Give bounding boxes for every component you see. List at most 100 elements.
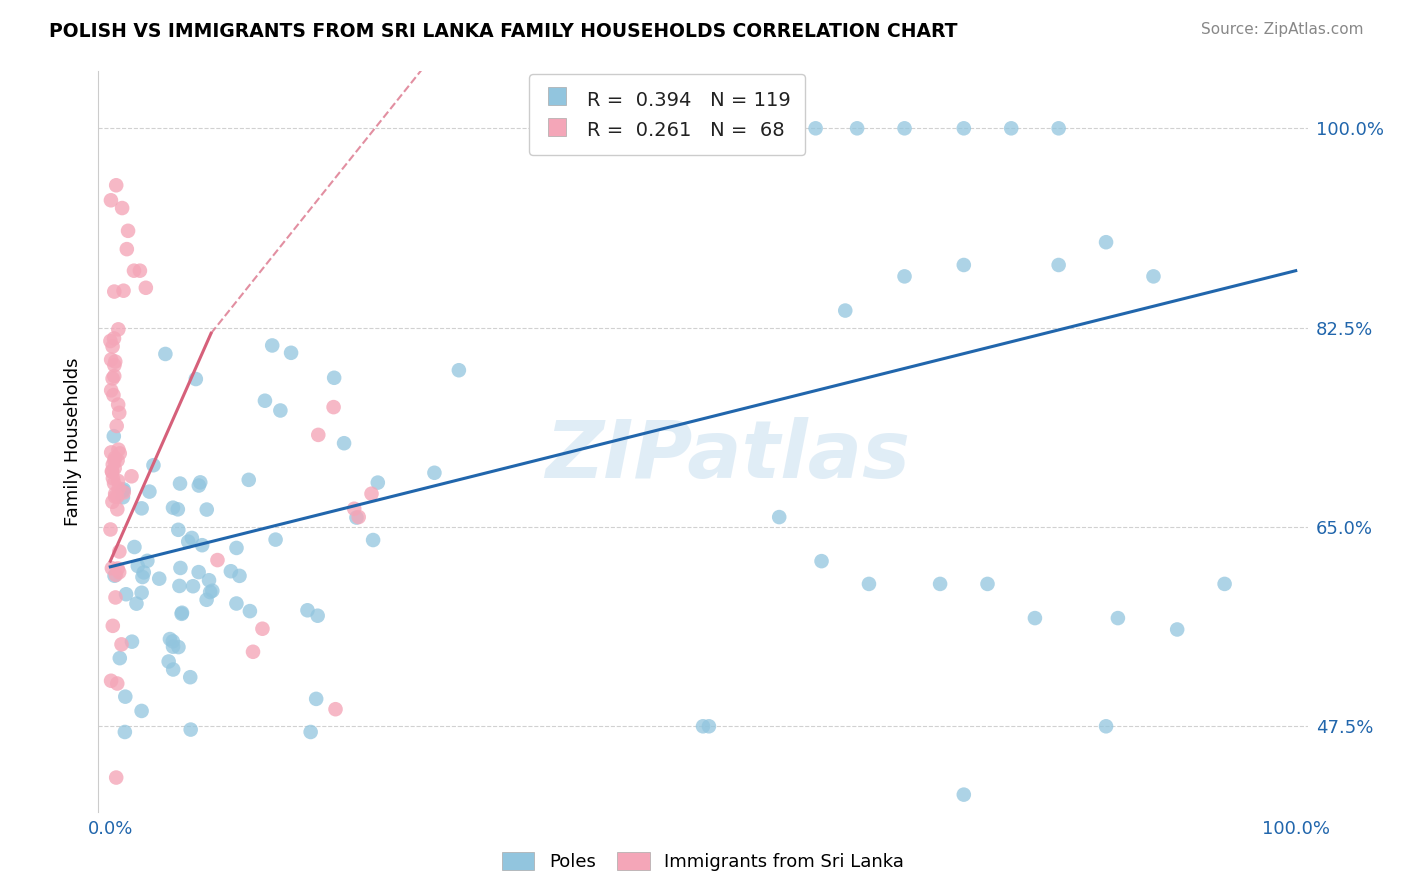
Point	[108, 565, 131, 579]
Point	[768, 510, 790, 524]
Point	[609, 121, 631, 136]
Point	[361, 533, 384, 547]
Point	[187, 478, 209, 492]
Point	[108, 446, 131, 460]
Point	[180, 531, 202, 545]
Point	[108, 651, 131, 665]
Text: ZIPatlas: ZIPatlas	[544, 417, 910, 495]
Point	[162, 500, 184, 515]
Point	[108, 544, 131, 558]
Point	[167, 523, 190, 537]
Point	[100, 523, 122, 537]
Point	[101, 371, 124, 385]
Point	[423, 466, 446, 480]
Point	[122, 263, 145, 277]
Point	[115, 242, 138, 256]
Point	[180, 723, 202, 737]
Point	[132, 566, 155, 580]
Point	[322, 400, 344, 414]
Point	[101, 339, 124, 353]
Point	[127, 559, 149, 574]
Point	[103, 568, 125, 582]
Point	[191, 538, 214, 552]
Point	[834, 303, 856, 318]
Point	[155, 347, 177, 361]
Point	[219, 564, 242, 578]
Point	[804, 121, 827, 136]
Point	[103, 358, 125, 372]
Point	[107, 453, 129, 467]
Point	[101, 619, 124, 633]
Point	[104, 568, 127, 582]
Point	[697, 719, 720, 733]
Legend: R =  0.394   N = 119, R =  0.261   N =  68: R = 0.394 N = 119, R = 0.261 N = 68	[529, 74, 804, 155]
Point	[1142, 269, 1164, 284]
Point	[225, 541, 247, 555]
Point	[104, 450, 127, 465]
Point	[280, 346, 302, 360]
Point	[135, 281, 157, 295]
Point	[1166, 623, 1188, 637]
Point	[103, 429, 125, 443]
Point	[159, 632, 181, 646]
Point	[105, 502, 128, 516]
Point	[107, 561, 129, 575]
Point	[101, 561, 124, 575]
Point	[105, 419, 128, 434]
Point	[775, 121, 797, 136]
Point	[638, 121, 661, 136]
Point	[343, 501, 366, 516]
Point	[952, 121, 974, 136]
Point	[170, 607, 193, 621]
Point	[103, 476, 125, 491]
Point	[103, 369, 125, 384]
Point	[105, 490, 128, 504]
Point	[112, 485, 135, 500]
Point	[1000, 121, 1022, 136]
Point	[107, 442, 129, 457]
Point	[846, 121, 869, 136]
Point	[131, 704, 153, 718]
Point	[103, 331, 125, 345]
Point	[131, 586, 153, 600]
Point	[262, 338, 284, 352]
Point	[162, 640, 184, 654]
Point	[162, 634, 184, 648]
Point	[112, 284, 135, 298]
Point	[114, 725, 136, 739]
Point	[124, 540, 146, 554]
Point	[893, 269, 915, 284]
Point	[131, 570, 153, 584]
Point	[1024, 611, 1046, 625]
Point	[170, 606, 193, 620]
Point	[112, 483, 135, 497]
Point	[299, 725, 322, 739]
Point	[198, 573, 221, 587]
Point	[104, 354, 127, 368]
Point	[157, 655, 180, 669]
Point	[103, 285, 125, 299]
Point	[264, 533, 287, 547]
Point	[297, 603, 319, 617]
Point	[177, 534, 200, 549]
Point	[107, 482, 129, 496]
Point	[253, 393, 276, 408]
Text: POLISH VS IMMIGRANTS FROM SRI LANKA FAMILY HOUSEHOLDS CORRELATION CHART: POLISH VS IMMIGRANTS FROM SRI LANKA FAMI…	[49, 22, 957, 41]
Point	[239, 604, 262, 618]
Point	[100, 673, 122, 688]
Point	[101, 464, 124, 478]
Point	[104, 490, 127, 504]
Point	[169, 561, 191, 575]
Point	[162, 663, 184, 677]
Point	[111, 201, 134, 215]
Point	[107, 322, 129, 336]
Point	[238, 473, 260, 487]
Point	[101, 465, 124, 479]
Point	[810, 554, 832, 568]
Point	[129, 263, 152, 277]
Point	[110, 637, 132, 651]
Point	[111, 483, 134, 498]
Point	[167, 640, 190, 654]
Point	[179, 670, 201, 684]
Point	[188, 475, 211, 490]
